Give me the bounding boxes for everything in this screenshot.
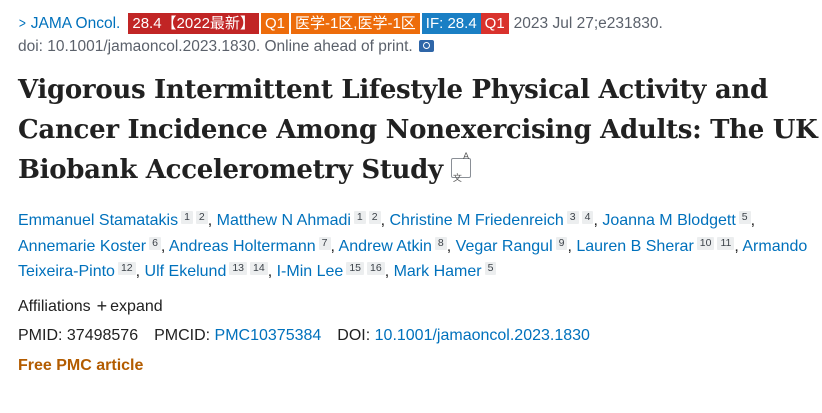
affiliation-number[interactable]: 11 — [717, 236, 735, 250]
affiliation-number[interactable]: 6 — [149, 236, 161, 250]
citation-line: > JAMA Oncol. 28.4【2022最新】 Q1 医学-1区,医学-1区 IF:… — [18, 12, 818, 35]
if-quartile-badge: Q1 — [480, 13, 509, 34]
author-link[interactable]: Christine M Friedenreich — [389, 212, 564, 229]
affiliation-number[interactable]: 15 — [346, 262, 364, 275]
journal-link[interactable]: JAMA Oncol. — [30, 15, 121, 32]
if-badge: IF: 28.4 — [421, 13, 481, 34]
pmcid-link[interactable]: PMC10375384 — [214, 326, 322, 344]
affiliation-number[interactable]: 10 — [696, 236, 715, 250]
affiliations-label: Affiliations — [18, 297, 91, 315]
author-link[interactable]: Annemarie Koster — [18, 237, 147, 255]
affiliation-number[interactable]: 13 — [229, 262, 248, 275]
author-link[interactable]: Andrew Atkin — [338, 237, 432, 255]
affiliation-number[interactable]: 8 — [434, 236, 447, 250]
affiliation-number[interactable]: 2 — [195, 211, 208, 224]
author-link[interactable]: Lauren B Sherar — [576, 237, 694, 255]
article-title: Vigorous Intermittent Lifestyle Physical… — [18, 70, 818, 190]
doi-link[interactable]: 10.1001/jamaoncol.2023.1830 — [374, 326, 590, 344]
author-link[interactable]: Emmanuel Stamatakis — [18, 212, 179, 229]
affiliation-number[interactable]: 3 — [566, 211, 579, 224]
author-link[interactable]: Joanna M Blodgett — [602, 212, 736, 229]
free-pmc-article[interactable]: Free PMC article — [18, 356, 144, 374]
pmid-value: 37498576 — [66, 326, 139, 344]
doi-label: DOI: — [337, 326, 371, 344]
author-link[interactable]: Armando Teixeira-Pinto — [18, 237, 808, 281]
affiliation-number[interactable]: 4 — [581, 211, 594, 224]
affiliation-number[interactable]: 9 — [555, 236, 568, 250]
pmcid-label: PMCID: — [154, 326, 211, 344]
affiliations-row: Affiliations + expand — [18, 296, 818, 317]
author-link[interactable]: Ulf Ekelund — [144, 263, 227, 280]
impact-badge: 28.4【2022最新】 — [128, 13, 259, 34]
affiliation-number[interactable]: 1 — [181, 211, 193, 224]
plus-icon[interactable]: + — [96, 295, 108, 316]
chevron-right-icon: > — [18, 15, 26, 32]
affiliation-number[interactable]: 7 — [318, 236, 331, 250]
affiliation-number[interactable]: 5 — [738, 211, 751, 224]
quartile-badge: Q1 — [260, 13, 289, 34]
affiliation-number[interactable]: 2 — [368, 211, 381, 224]
identifiers-row: PMID: 37498576 PMCID: PMC10375384 DOI: 10.… — [18, 326, 818, 346]
author-link[interactable]: Matthew N Ahmadi — [216, 212, 351, 229]
author-link[interactable]: I-Min Lee — [276, 263, 344, 280]
expand-button[interactable]: expand — [110, 297, 163, 315]
affiliation-number[interactable]: 5 — [484, 262, 497, 275]
article-title-text: Vigorous Intermittent Lifestyle Physical… — [18, 75, 818, 185]
pmid-label: PMID: — [18, 326, 63, 344]
author-link[interactable]: Vegar Rangul — [455, 237, 553, 255]
doi-text: doi: 10.1001/jamaoncol.2023.1830. Online… — [18, 38, 413, 55]
camera-icon[interactable] — [418, 40, 434, 52]
doi-line: doi: 10.1001/jamaoncol.2023.1830. Online… — [18, 35, 818, 58]
author-link[interactable]: Andreas Holtermann — [168, 237, 316, 255]
article-header: > JAMA Oncol. 28.4【2022最新】 Q1 医学-1区,医学-1区 IF:… — [18, 12, 818, 376]
affiliation-number[interactable]: 12 — [117, 262, 136, 275]
author-link[interactable]: Mark Hamer — [393, 263, 482, 280]
category-badge: 医学-1区,医学-1区 — [290, 13, 420, 34]
affiliation-number[interactable]: 16 — [367, 262, 385, 275]
author-list: Emmanuel Stamatakis 1 2, Matthew N Ahmadi 1… — [18, 211, 808, 281]
affiliation-number[interactable]: 1 — [353, 211, 366, 224]
affiliation-number[interactable]: 14 — [250, 262, 268, 275]
publication-date: 2023 Jul 27;e231830. — [513, 15, 663, 32]
